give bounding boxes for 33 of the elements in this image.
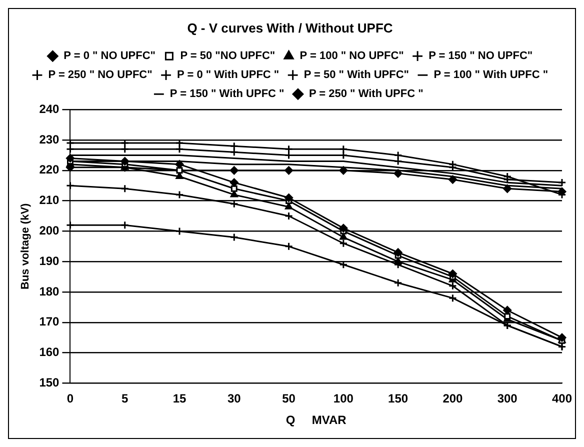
legend-label: P = 100 " With UPFC "	[434, 69, 548, 82]
x-tick-label: 150	[388, 392, 408, 406]
y-tick-label: 190	[39, 254, 60, 268]
x-axis-title: Q MVAR	[286, 413, 347, 428]
x-tick-label: 200	[442, 392, 464, 406]
legend-label: P = 0 " With UPFC "	[177, 69, 280, 82]
y-tick-label: 240	[39, 102, 60, 116]
y-tick-label: 160	[39, 345, 60, 360]
x-tick-label: 50	[282, 392, 296, 406]
y-tick-label: 180	[39, 284, 60, 298]
legend-label: P = 50 "NO UPFC"	[180, 50, 276, 62]
legend-label: P = 100 " NO UPFC"	[300, 50, 404, 62]
x-tick-label: 15	[172, 392, 186, 406]
x-tick-label: 5	[122, 392, 129, 406]
x-tick-label: 300	[497, 392, 518, 406]
y-tick-label: 170	[39, 314, 60, 329]
y-tick-label: 210	[39, 193, 60, 208]
legend-label: P = 250 " With UPFC "	[308, 88, 426, 100]
x-tick-label: 30	[227, 392, 242, 406]
legend-label: P = 250 " NO UPFC"	[48, 69, 152, 82]
legend-label: P = 150 " NO UPFC"	[428, 50, 533, 62]
y-axis-title: Bus voltage (kV)	[20, 202, 32, 290]
x-tick-label: 100	[333, 392, 354, 406]
x-tick-label: 400	[552, 392, 572, 406]
legend-label: P = 150 " With UPFC "	[170, 88, 284, 100]
y-tick-label: 230	[39, 132, 60, 146]
y-tick-label: 220	[39, 162, 60, 177]
legend-label: P = 50 " With UPFC"	[304, 69, 410, 82]
y-tick-label: 150	[39, 376, 60, 390]
y-tick-label: 200	[39, 224, 60, 238]
legend-label: P = 0 " NO UPFC"	[64, 50, 156, 62]
x-tick-label: 0	[66, 392, 74, 406]
chart-title: Q - V curves With / Without UPFC	[187, 20, 394, 36]
